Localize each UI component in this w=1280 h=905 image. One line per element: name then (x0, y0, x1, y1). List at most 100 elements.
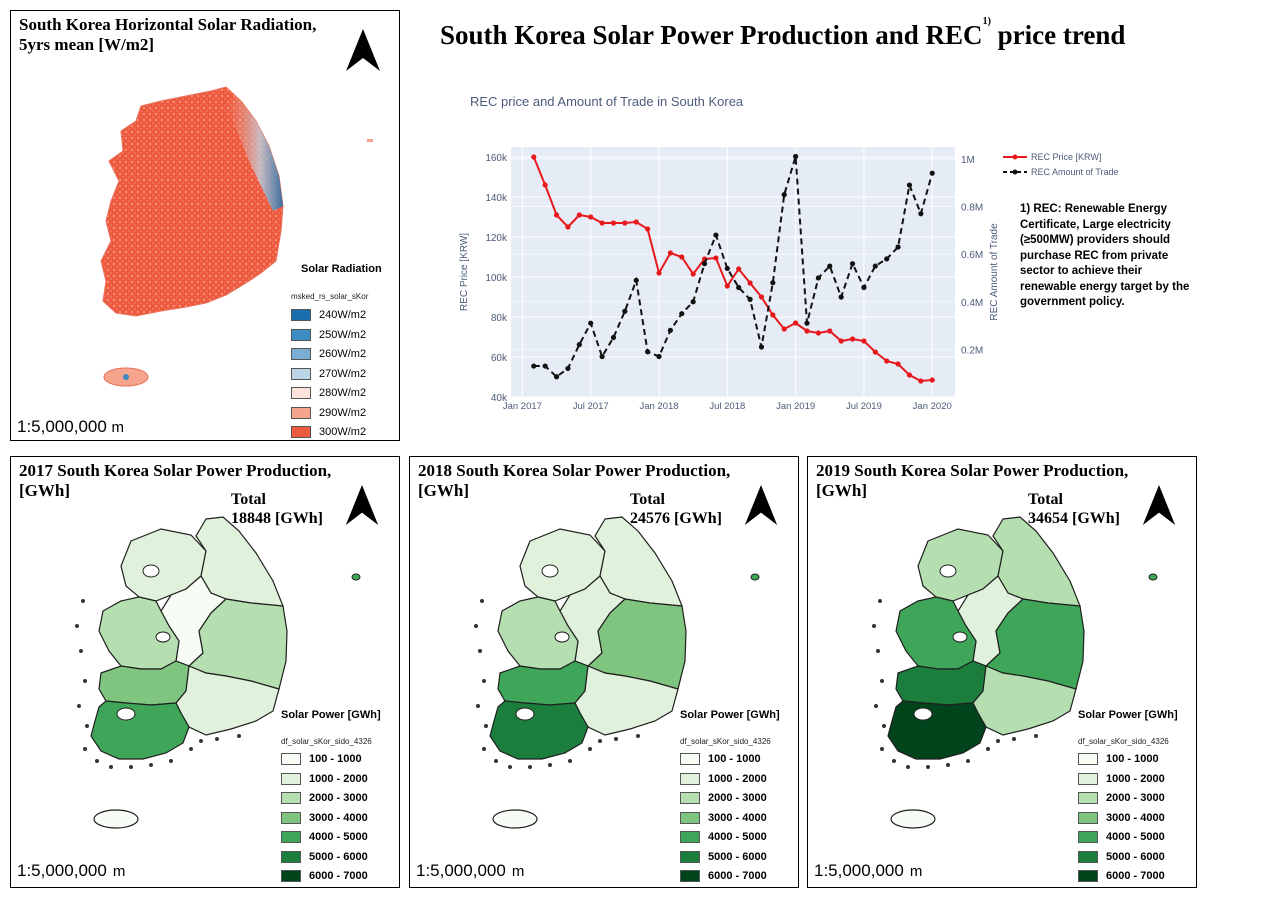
data-point (827, 328, 833, 334)
island (75, 624, 79, 628)
production-legend-title: Solar Power [GWh] (680, 709, 780, 721)
data-point (713, 232, 719, 238)
legend-label: 100 - 1000 (309, 753, 362, 765)
island (85, 724, 89, 728)
rec-footnote: 1) REC: Renewable Energy Certificate, La… (1020, 203, 1190, 308)
region-jeju (492, 809, 538, 829)
data-point (542, 182, 548, 188)
legend-swatch (680, 831, 700, 843)
island (614, 737, 618, 741)
legend-swatch (680, 811, 700, 824)
data-point (565, 365, 571, 372)
y-tick-label: 140k (485, 193, 508, 204)
legend-swatch (1078, 831, 1098, 843)
main-title: South Korea Solar Power Production and R… (440, 16, 1126, 50)
data-point (747, 280, 753, 286)
data-point (861, 284, 867, 291)
legend-label: 1000 - 2000 (1106, 772, 1165, 785)
legend-swatch (291, 348, 311, 360)
production-legend-item: 5000 - 6000 (1078, 850, 1165, 863)
region-chungnam (895, 596, 977, 670)
data-point (724, 265, 730, 272)
production-legend-title: Solar Power [GWh] (1078, 709, 1178, 721)
x-tick-label: Jan 2018 (639, 401, 678, 412)
metro-city (913, 707, 933, 721)
region-jeju (93, 809, 139, 829)
legend-swatch (1078, 792, 1098, 804)
y2-axis-label: REC Amount of Trade (989, 223, 1000, 321)
x-tick-label: Jan 2017 (503, 401, 542, 412)
island (508, 765, 512, 769)
chart-legend-item: REC Amount of Trade (1002, 167, 1119, 177)
legend-label: 1000 - 2000 (309, 772, 368, 785)
x-tick-label: Jan 2020 (913, 401, 952, 412)
data-point (667, 327, 673, 333)
data-point (599, 220, 605, 226)
legend-label: 6000 - 7000 (309, 870, 368, 882)
y-tick-label: 80k (491, 313, 508, 324)
data-point (793, 153, 799, 160)
production-total: Total 34654 [GWh] (1028, 491, 1120, 527)
y-tick-label: 120k (485, 233, 508, 244)
island (480, 599, 484, 603)
production-legend-item: 1000 - 2000 (1078, 772, 1165, 785)
data-point (633, 219, 639, 225)
data-point (656, 270, 662, 276)
data-point (736, 284, 742, 291)
data-point (793, 320, 799, 326)
island (81, 599, 85, 603)
data-point (724, 283, 730, 289)
production-scale-bar: 1:5,000,000 m (17, 861, 126, 880)
y2-tick-label: 1M (961, 155, 975, 166)
y2-tick-label: 0.6M (961, 250, 983, 261)
region-jeonnam (489, 700, 589, 760)
island (878, 599, 882, 603)
data-point (849, 336, 856, 342)
data-point (667, 250, 673, 256)
y-tick-label: 100k (485, 273, 508, 284)
data-point (872, 263, 878, 269)
production-legend-item: 4000 - 5000 (281, 831, 368, 843)
island (149, 763, 153, 767)
legend-swatch (1078, 870, 1098, 882)
data-point (929, 377, 935, 383)
island (237, 734, 241, 738)
data-point (929, 170, 935, 176)
production-total: Total 18848 [GWh] (231, 491, 323, 527)
data-point (679, 311, 685, 317)
production-legend-item: 5000 - 6000 (281, 850, 368, 863)
metro-city (952, 631, 968, 643)
production-legend-item: 3000 - 4000 (680, 811, 767, 824)
radiation-scale-bar: 1:5,000,000 m (17, 417, 125, 436)
north-arrow-icon (345, 485, 379, 525)
legend-swatch (680, 792, 700, 804)
y-tick-label: 40k (491, 393, 508, 404)
data-point (531, 363, 537, 369)
metro-city (541, 564, 559, 578)
legend-label: 4000 - 5000 (1106, 831, 1165, 843)
island (109, 765, 113, 769)
chart-title: REC price and Amount of Trade in South K… (470, 94, 744, 109)
production-legend-item: 1000 - 2000 (680, 772, 767, 785)
radiation-legend-item: 260W/m2 (291, 348, 366, 360)
legend-label: 6000 - 7000 (708, 870, 767, 882)
radiation-legend-layer: msked_rs_solar_sKor (291, 292, 369, 301)
production-legend-item: 3000 - 4000 (1078, 811, 1165, 824)
island (478, 649, 482, 653)
island (548, 763, 552, 767)
legend-label: 4000 - 5000 (708, 831, 767, 843)
y-tick-label: 160k (485, 153, 508, 164)
data-point (815, 330, 821, 336)
region-chungnam (497, 596, 579, 670)
legend-label: 1000 - 2000 (708, 772, 767, 785)
legend-label: 100 - 1000 (1106, 753, 1159, 765)
island (484, 724, 488, 728)
legend-swatch (680, 772, 700, 785)
legend-swatch (291, 387, 311, 399)
data-point (884, 358, 890, 364)
island (83, 747, 87, 751)
production-legend-item: 2000 - 3000 (281, 792, 368, 804)
y2-tick-label: 0.2M (961, 345, 983, 356)
island (986, 747, 990, 751)
data-point (804, 328, 810, 334)
